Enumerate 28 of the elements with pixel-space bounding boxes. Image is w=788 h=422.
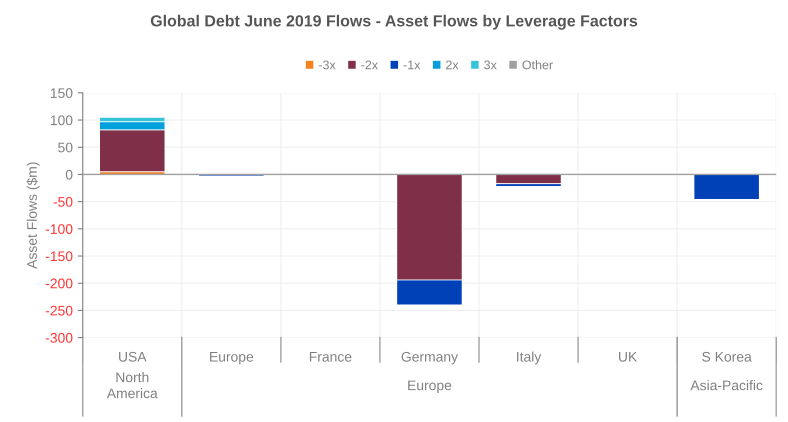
x-tick-label: Germany [402, 352, 458, 364]
text: North America [106, 372, 158, 398]
chart-title: Global Debt June 2019 Flows - Asset Flows by Leverage Factors [150, 14, 638, 30]
y-tick-label: -200 [46, 278, 72, 288]
legend-label: -2x [361, 60, 378, 70]
y-tick-label: 0 [66, 170, 72, 180]
y-tick-label: 50 [58, 142, 72, 152]
y-tick-label: -300 [46, 332, 72, 343]
x-tick-label: Italy [517, 351, 542, 364]
x-tick-label: Europe [210, 352, 254, 364]
legend-label: 3x [484, 60, 497, 70]
x-tick-label: France [310, 352, 352, 362]
text: Europe [408, 380, 452, 394]
legend-label: 2x [446, 60, 458, 70]
y-axis-title: Asset Flows ($m) [26, 162, 40, 269]
legend-label: -3x [318, 60, 336, 70]
x-tick-label: UK [619, 352, 638, 362]
legend-label: Other [522, 60, 553, 70]
y-tick-label: -100 [46, 224, 72, 234]
legend-label: -1x [404, 60, 420, 70]
y-tick-label: -150 [46, 251, 72, 262]
y-tick-label: -250 [46, 306, 72, 316]
x-tick-label: USA [119, 352, 147, 362]
y-tick-label: 150 [50, 88, 72, 98]
y-tick-label: 100 [50, 115, 72, 126]
text: Asia-Pacific [690, 380, 763, 390]
x-tick-label: S Korea [702, 352, 752, 362]
y-tick-label: -50 [54, 196, 72, 207]
